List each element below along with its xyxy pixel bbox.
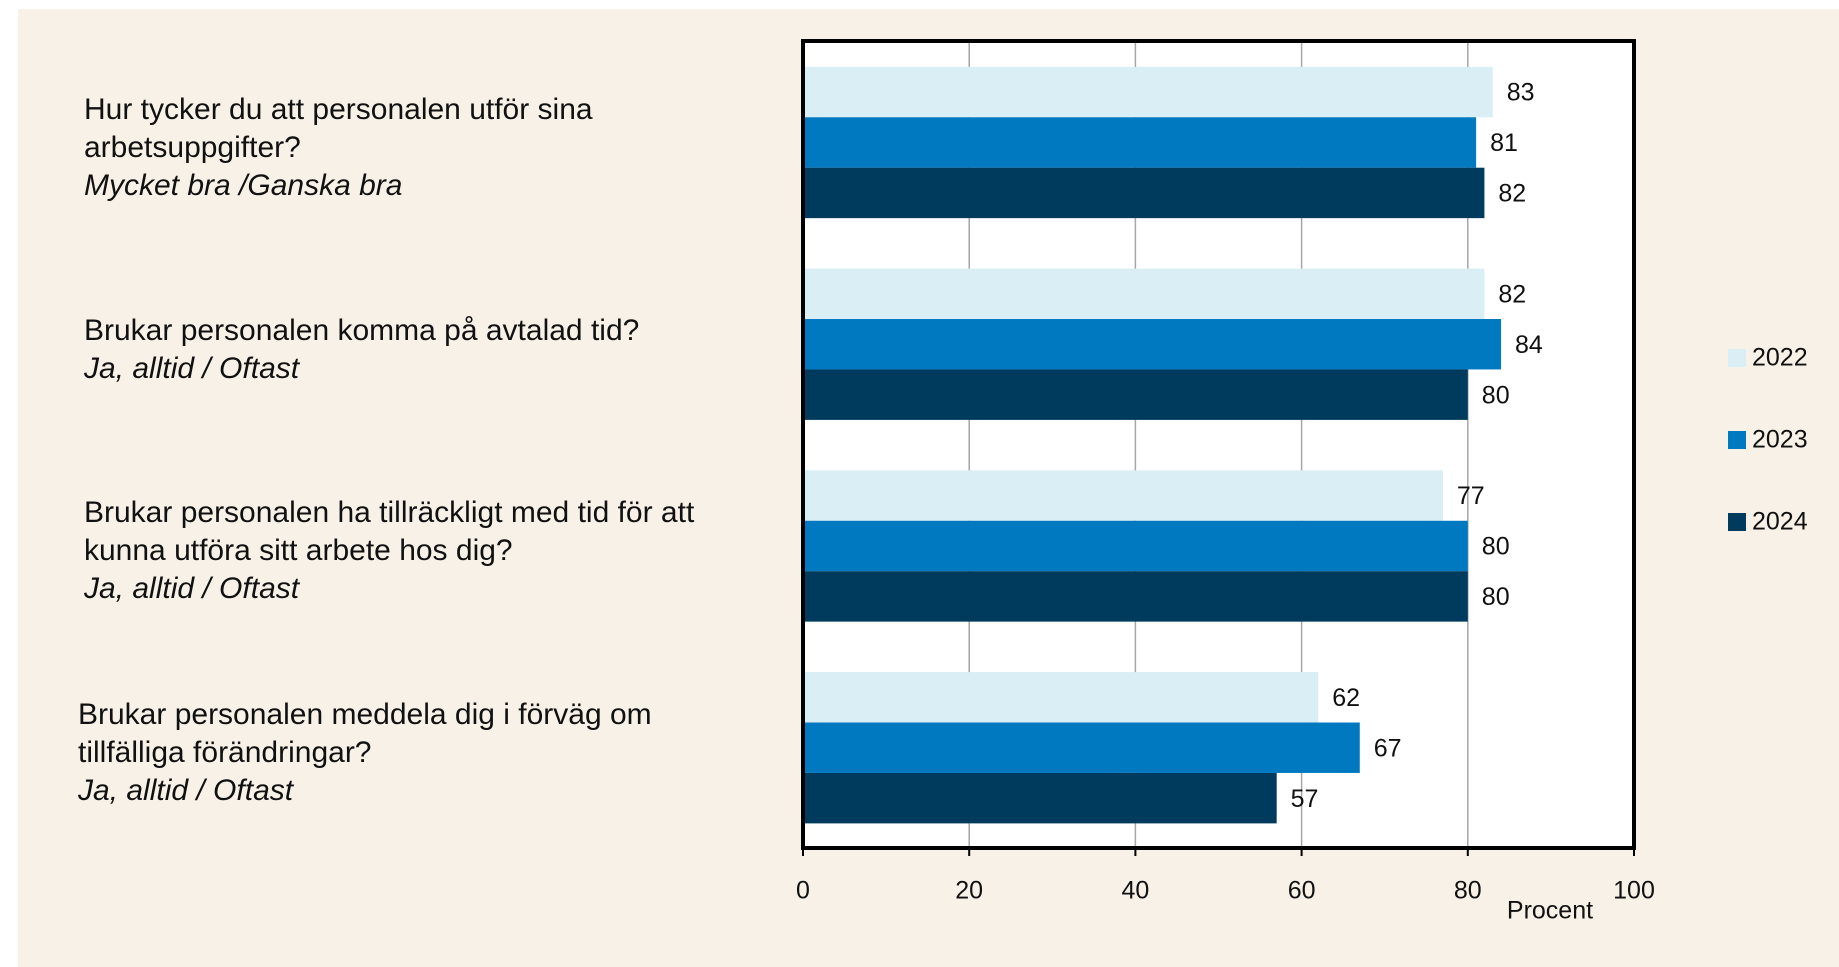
x-axis-label: Procent (1507, 897, 1593, 925)
bar (803, 167, 1485, 219)
legend-label: 2022 (1752, 344, 1808, 372)
data-label: 80 (1482, 381, 1510, 409)
bar (803, 117, 1477, 168)
category-label: Brukar personalen komma på avtalad tid? J… (84, 312, 804, 388)
legend-label: 2023 (1752, 426, 1808, 454)
x-tick-label: 100 (1613, 877, 1655, 905)
category-label: Brukar personalen meddela dig i förväg o… (78, 696, 693, 810)
category-label: Hur tycker du att personalen utför sina … (84, 91, 704, 205)
bar (803, 319, 1502, 370)
data-label: 84 (1515, 331, 1543, 359)
data-label: 77 (1457, 482, 1485, 510)
plot-frame (801, 39, 1636, 850)
data-label: 80 (1482, 583, 1510, 611)
data-label: 62 (1332, 684, 1360, 712)
legend-swatch (1728, 513, 1746, 531)
bar (803, 772, 1277, 824)
data-label: 83 (1507, 79, 1535, 107)
category-question: Brukar personalen ha tillräckligt med ti… (84, 496, 695, 568)
category-question: Brukar personalen komma på avtalad tid? (84, 313, 640, 347)
data-label: 82 (1498, 180, 1526, 208)
bar (803, 672, 1319, 723)
bar (803, 369, 1468, 420)
data-label: 67 (1374, 734, 1402, 762)
category-note: Ja, alltid / Oftast (84, 351, 300, 385)
data-label: 80 (1482, 533, 1510, 561)
category-label: Brukar personalen ha tillräckligt med ti… (84, 494, 774, 608)
x-tick-label: 80 (1454, 877, 1482, 905)
x-tick-label: 20 (955, 877, 983, 905)
category-note: Mycket bra /Ganska bra (84, 168, 403, 202)
category-note: Ja, alltid / Oftast (84, 572, 300, 606)
category-note: Ja, alltid / Oftast (78, 774, 294, 808)
x-tick-label: 60 (1288, 877, 1316, 905)
bar (803, 722, 1360, 773)
x-tick-label: 40 (1121, 877, 1149, 905)
bar (803, 470, 1443, 521)
bar (803, 571, 1468, 622)
legend-swatch (1728, 349, 1746, 367)
bar (803, 268, 1485, 320)
category-question: Hur tycker du att personalen utför sina … (84, 92, 593, 164)
data-label: 57 (1291, 785, 1319, 813)
bar (803, 520, 1468, 572)
legend-label: 2024 (1752, 508, 1808, 536)
category-question: Brukar personalen meddela dig i förväg o… (78, 698, 652, 770)
bar (803, 66, 1493, 118)
x-tick-label: 0 (796, 877, 810, 905)
data-label: 81 (1490, 129, 1518, 157)
data-label: 82 (1498, 280, 1526, 308)
legend-swatch (1728, 431, 1746, 449)
